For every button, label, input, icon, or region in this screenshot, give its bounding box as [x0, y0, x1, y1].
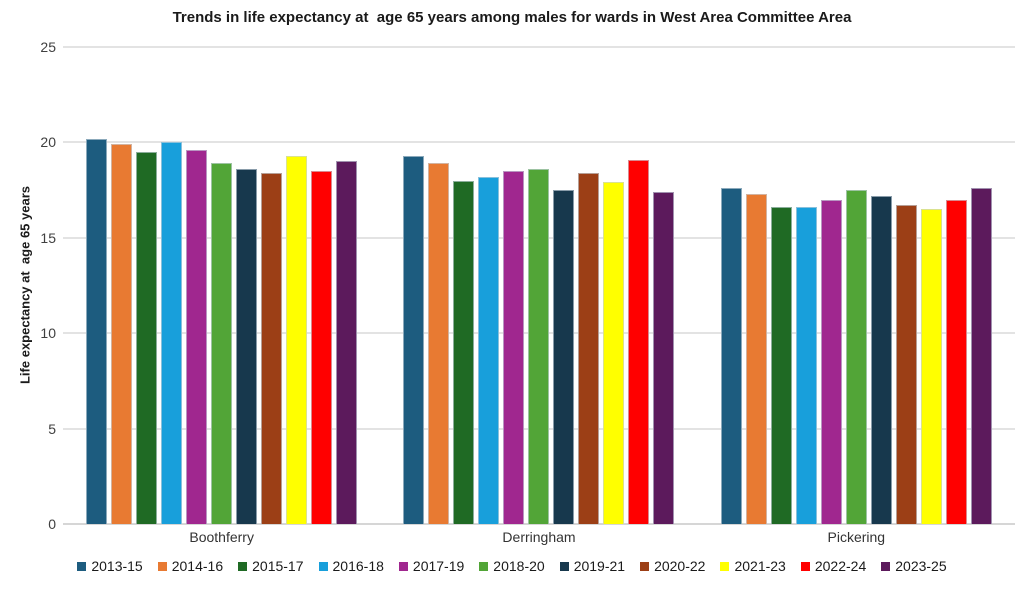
bar-2013-15-derringham: [403, 155, 425, 524]
bar-2023-25-boothferry: [336, 161, 358, 524]
legend-item-2022-24: 2022-24: [800, 558, 867, 574]
bar-2023-25-derringham: [653, 192, 675, 524]
legend-swatch-icon: [559, 561, 569, 571]
bar-2017-19-boothferry: [186, 150, 208, 524]
category-label-boothferry: Boothferry: [189, 529, 254, 545]
bar-2015-17-boothferry: [136, 151, 158, 524]
legend-swatch-icon: [318, 561, 328, 571]
bar-2021-23-boothferry: [286, 155, 308, 524]
legend-label: 2023-25: [895, 558, 947, 574]
legend-label: 2016-18: [332, 558, 384, 574]
bar-2020-22-boothferry: [261, 172, 283, 524]
bar-2023-25-pickering: [970, 188, 992, 524]
legend-item-2021-23: 2021-23: [720, 558, 786, 574]
bar-2016-18-derringham: [478, 176, 500, 524]
bar-2017-19-derringham: [503, 171, 525, 524]
category-label-pickering: Pickering: [827, 529, 886, 545]
chart-title: Trends in life expectancy at age 65 year…: [172, 9, 852, 26]
bar-2021-23-pickering: [920, 209, 942, 524]
legend: 2013-15 2014-16 2015-17 2016-18 2017-19 2018-…: [0, 558, 1024, 574]
bar-2015-17-derringham: [453, 180, 475, 524]
legend-swatch-icon: [157, 561, 167, 571]
bar-2013-15-boothferry: [86, 138, 108, 524]
bar-group-pickering: [698, 47, 1015, 524]
bar-2015-17-pickering: [770, 207, 792, 524]
bar-2013-15-pickering: [720, 188, 742, 524]
legend-item-2014-16: 2014-16: [157, 558, 224, 574]
bar-group-derringham: [380, 47, 697, 524]
y-tick-label-15: 15: [40, 229, 56, 246]
bar-2022-24-derringham: [628, 159, 650, 524]
legend-item-2020-22: 2020-22: [640, 558, 705, 574]
legend-item-2013-15: 2013-15: [77, 558, 143, 574]
legend-item-2015-17: 2015-17: [238, 558, 304, 574]
legend-swatch-icon: [800, 561, 810, 571]
bar-2016-18-pickering: [795, 207, 817, 524]
bar-2016-18-boothferry: [161, 142, 183, 524]
legend-item-2019-21: 2019-21: [559, 558, 626, 574]
grid-line-25: [63, 46, 1015, 48]
legend-item-2023-25: 2023-25: [881, 558, 947, 574]
bar-2022-24-boothferry: [311, 171, 333, 524]
bar-2014-16-boothferry: [111, 144, 133, 524]
y-axis-tick-labels: 0 5 10 15 20 25: [18, 39, 56, 532]
bar-2018-20-boothferry: [211, 163, 233, 524]
bar-2020-22-pickering: [895, 205, 917, 524]
bar-2018-20-derringham: [528, 169, 550, 524]
plot-area: [63, 46, 1015, 525]
legend-swatch-icon: [77, 561, 87, 571]
legend-label: 2017-19: [412, 558, 465, 574]
y-tick-label-0: 0: [48, 516, 56, 532]
legend-label: 2018-20: [493, 558, 545, 574]
legend-label: 2019-21: [573, 558, 626, 574]
legend-label: 2013-15: [91, 558, 143, 574]
x-axis-line: [63, 523, 1015, 525]
legend-label: 2022-24: [814, 558, 867, 574]
bar-2014-16-derringham: [428, 163, 450, 524]
legend-swatch-icon: [398, 561, 408, 571]
grid-line-20: [63, 141, 1015, 144]
legend-swatch-icon: [238, 561, 248, 571]
y-tick-label-10: 10: [40, 325, 56, 342]
legend-swatch-icon: [720, 561, 730, 571]
bar-group-boothferry: [63, 47, 380, 524]
bar-2018-20-pickering: [845, 190, 867, 524]
legend-label: 2014-16: [171, 558, 224, 574]
x-axis-category-labels: Boothferry Derringham Pickering: [63, 529, 1015, 545]
legend-item-2016-18: 2016-18: [318, 558, 384, 574]
y-tick-label-20: 20: [40, 134, 56, 151]
bar-2020-22-derringham: [578, 172, 600, 524]
bar-2021-23-derringham: [603, 182, 625, 524]
bar-2017-19-pickering: [820, 199, 842, 524]
legend-swatch-icon: [881, 561, 891, 571]
bar-2014-16-pickering: [745, 193, 767, 524]
legend-item-2018-20: 2018-20: [479, 558, 545, 574]
y-tick-label-5: 5: [48, 420, 56, 437]
legend-item-2017-19: 2017-19: [398, 558, 465, 574]
legend-swatch-icon: [479, 561, 489, 571]
bar-2022-24-pickering: [945, 199, 967, 524]
bar-2019-21-derringham: [553, 190, 575, 524]
legend-swatch-icon: [640, 561, 650, 571]
y-tick-label-25: 25: [40, 39, 56, 55]
bar-2019-21-boothferry: [236, 169, 258, 524]
legend-label: 2015-17: [252, 558, 304, 574]
bar-groups: [63, 47, 1015, 524]
legend-label: 2020-22: [654, 558, 706, 574]
category-label-derringham: Derringham: [502, 529, 576, 545]
bar-2019-21-pickering: [870, 195, 892, 524]
legend-label: 2021-23: [734, 558, 786, 574]
